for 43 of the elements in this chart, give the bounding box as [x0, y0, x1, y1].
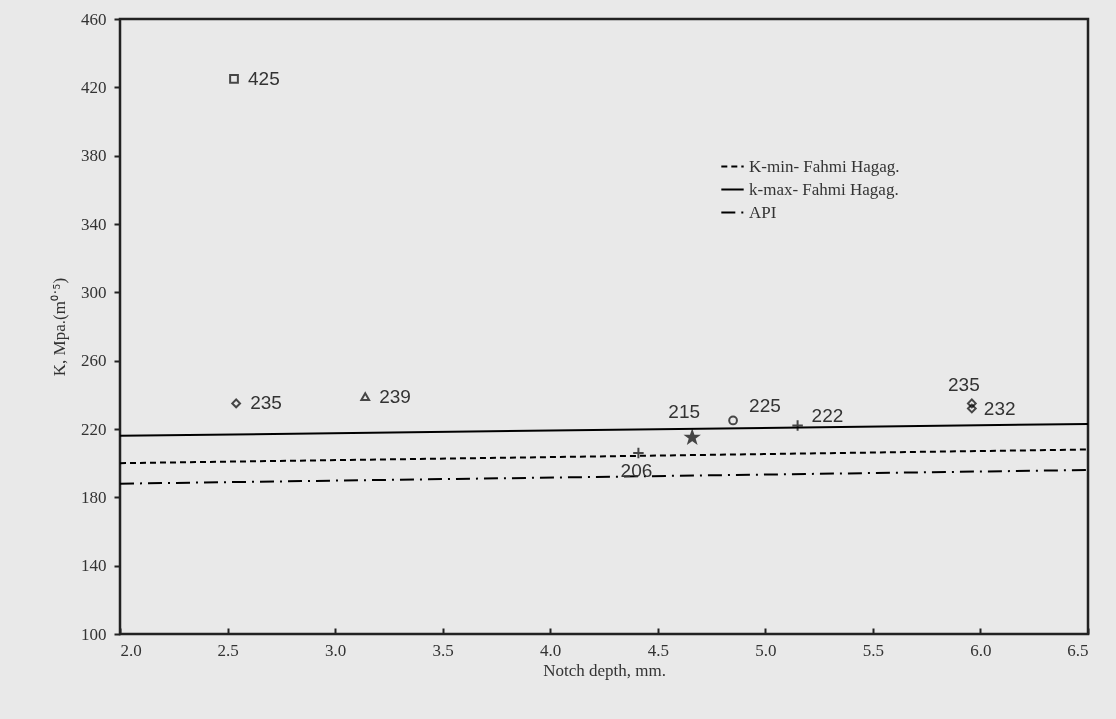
x-tick-label: 6.5 [1067, 640, 1089, 660]
x-tick-label: 5.0 [755, 640, 777, 660]
point [231, 398, 242, 409]
point [229, 73, 239, 84]
x-tick-label: 2.0 [120, 640, 142, 660]
x-tick-label: 3.0 [324, 640, 347, 660]
point [966, 403, 977, 414]
data-label: 222 [811, 404, 844, 426]
data-label: 215 [668, 400, 701, 422]
y-axis-title: K, Mpa.(m⁰˙⁵) [50, 277, 69, 377]
data-label: 235 [250, 392, 282, 414]
data-label: 425 [248, 67, 280, 89]
legend-label: k-max- Fahmi Hagag. [749, 179, 899, 199]
y-tick-label: 380 [81, 146, 107, 166]
x-tick-label: 4.0 [540, 640, 562, 660]
data-label: 235 [947, 374, 980, 396]
point [685, 430, 700, 444]
y-tick-label: 460 [81, 9, 107, 29]
y-tick-label: 180 [81, 487, 107, 507]
x-tick-label: 5.5 [862, 640, 885, 660]
x-tick-label: 6.0 [970, 640, 992, 660]
y-tick-label: 420 [81, 77, 107, 97]
y-tick-label: 260 [81, 351, 107, 371]
legend-label: API [749, 202, 777, 222]
data-label: 225 [749, 395, 781, 417]
point [632, 446, 645, 460]
point [791, 419, 804, 432]
point [966, 398, 977, 409]
x-tick-label: 2.5 [217, 640, 239, 660]
legend-label: K-min- Fahmi Hagag. [749, 156, 900, 176]
x-tick-label: 3.5 [432, 640, 454, 660]
data-label: 232 [983, 397, 1016, 419]
x-axis-title: Notch depth, mm. [543, 660, 666, 680]
data-label: 239 [379, 385, 411, 407]
y-tick-label: 300 [81, 282, 107, 302]
point [360, 392, 371, 401]
point [728, 415, 738, 426]
data-label: 206 [620, 459, 653, 481]
y-tick-label: 220 [81, 419, 107, 439]
y-tick-label: 100 [81, 624, 107, 644]
y-tick-label: 340 [81, 214, 107, 234]
x-tick-label: 4.5 [647, 640, 669, 660]
y-tick-label: 140 [81, 556, 107, 576]
